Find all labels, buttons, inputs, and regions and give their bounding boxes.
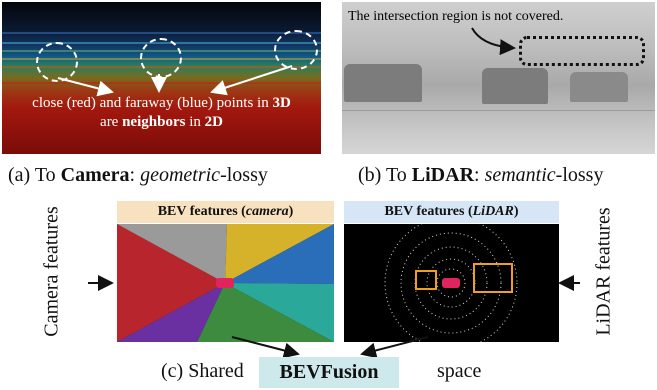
arrow-right	[210, 65, 293, 96]
dashed-circle-right	[274, 30, 318, 70]
lidar-projection-image: The intersection region is not covered.	[342, 2, 655, 154]
note-arrow	[471, 27, 516, 56]
bev-camera-map	[117, 224, 334, 342]
bev-camera-frustums	[117, 224, 334, 342]
bev-camera-label: BEV features (camera)	[117, 201, 334, 223]
uncovered-note: The intersection region is not covered.	[348, 9, 564, 24]
intersection-region-box	[519, 36, 645, 66]
bev-lidar-map	[344, 224, 559, 342]
ego-car-lidar	[442, 278, 460, 288]
point-streak	[2, 32, 321, 34]
detection-box	[415, 270, 437, 290]
ego-car-camera	[216, 278, 234, 288]
camera-projection-image: close (red) and faraway (blue) points in…	[2, 2, 321, 154]
arrows-overlay	[57, 65, 293, 97]
bev-lidar-points	[384, 224, 518, 342]
car-left	[344, 64, 422, 102]
panel-c-caption-prefix: (c) Shared	[161, 360, 244, 382]
car-middle	[482, 68, 548, 104]
dashed-circle-left	[36, 42, 78, 82]
panel-a-overlay-text: close (red) and faraway (blue) points in…	[32, 95, 291, 130]
bevfusion-box: BEVFusion	[259, 357, 399, 388]
detection-box	[473, 263, 513, 293]
car-right	[570, 72, 628, 102]
panel-b-caption: (b) To LiDAR: semantic-lossy	[358, 164, 604, 186]
road-line	[342, 110, 655, 111]
bev-lidar-label: BEV features (LiDAR)	[344, 201, 559, 223]
arrow-left	[57, 77, 114, 97]
panel-c-caption-suffix: space	[437, 360, 482, 382]
panel-a-caption: (a) To Camera: geometric-lossy	[8, 164, 268, 186]
